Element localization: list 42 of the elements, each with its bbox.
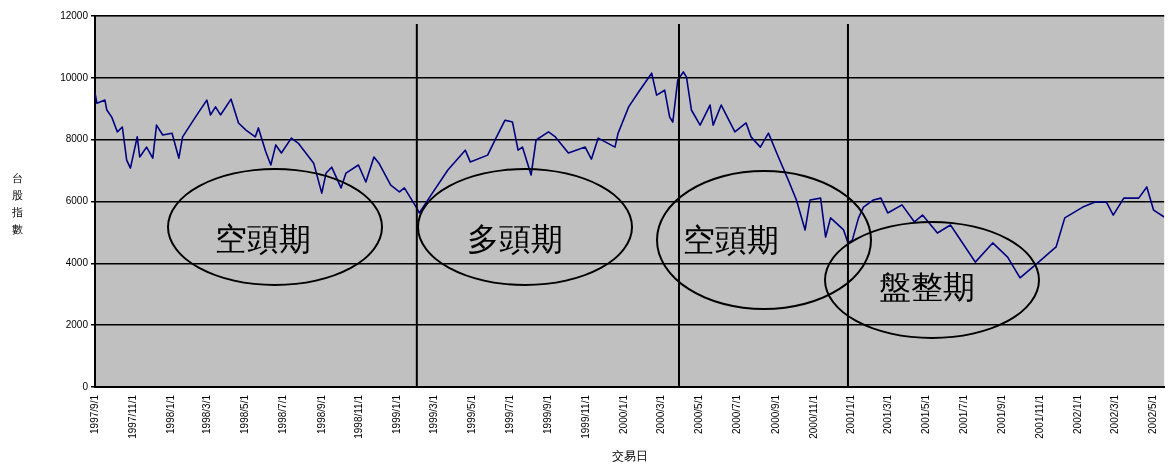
x-tick-label: 1999/7/1 <box>503 394 515 434</box>
x-tick-label: 2001/7/1 <box>957 394 969 434</box>
x-tick-label: 1997/9/1 <box>88 394 100 434</box>
x-tick-label: 1997/11/1 <box>126 394 138 439</box>
x-tick-label: 2001/9/1 <box>996 394 1008 434</box>
x-tick-label: 2000/3/1 <box>655 394 667 434</box>
y-tick-label: 2000 <box>65 318 89 330</box>
annotation: 空頭期 <box>683 221 780 260</box>
x-tick-label: 1998/7/1 <box>276 394 288 434</box>
x-tick-label: 1999/9/1 <box>542 394 554 434</box>
x-tick-label: 2002/1/1 <box>1072 394 1084 434</box>
x-tick-label: 2000/5/1 <box>693 394 705 434</box>
x-tick-label: 2002/5/1 <box>1146 394 1158 434</box>
y-tick-label: 0 <box>82 380 89 392</box>
x-tick-label: 2001/1/1 <box>845 394 857 434</box>
x-tick-label: 2000/11/1 <box>807 394 819 439</box>
x-tick-label: 2001/3/1 <box>882 394 894 434</box>
x-tick-label: 1998/11/1 <box>353 394 365 439</box>
annotation: 盤整期 <box>878 268 975 307</box>
y-tick-label: 10000 <box>60 71 89 83</box>
x-tick-label: 2000/1/1 <box>618 394 630 434</box>
annotation: 多頭期 <box>467 220 564 259</box>
x-tick-label: 2000/9/1 <box>769 394 781 434</box>
x-tick-label: 2002/3/1 <box>1108 394 1120 434</box>
x-tick-label: 1998/5/1 <box>239 394 251 434</box>
x-tick-label: 1999/3/1 <box>427 394 439 434</box>
y-tick-label: 12000 <box>60 9 89 21</box>
x-tick-label: 1999/11/1 <box>580 394 592 439</box>
x-tick-label: 2000/7/1 <box>731 394 743 434</box>
x-tick-label: 1999/5/1 <box>465 394 477 434</box>
y-axis-title: 台股指數 <box>10 171 24 238</box>
y-tick-label: 6000 <box>65 195 89 207</box>
x-tick-label: 1998/1/1 <box>164 394 176 434</box>
x-tick-label: 2001/5/1 <box>919 394 931 434</box>
x-tick-label: 1998/9/1 <box>315 394 327 434</box>
x-tick-label: 1999/1/1 <box>391 394 403 434</box>
y-tick-label: 8000 <box>65 133 89 145</box>
x-axis-title: 交易日 <box>611 448 648 463</box>
x-tick-label: 1998/3/1 <box>201 394 213 434</box>
y-tick-label: 4000 <box>65 257 89 269</box>
annotation: 空頭期 <box>214 220 311 259</box>
x-tick-label: 2001/11/1 <box>1034 394 1046 439</box>
